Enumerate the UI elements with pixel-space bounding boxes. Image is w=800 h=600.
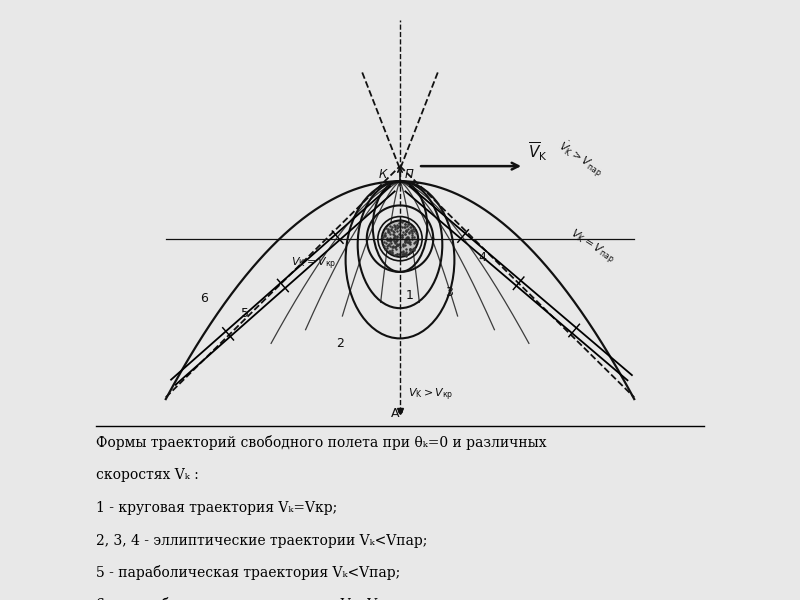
Text: А: А (391, 407, 399, 420)
Text: Формы траекторий свободного полета при θₖ=0 и различных: Формы траекторий свободного полета при θ… (96, 434, 546, 450)
Text: $V_{\mathsf{K}}>V_{\mathsf{кр}}$: $V_{\mathsf{K}}>V_{\mathsf{кр}}$ (407, 387, 453, 403)
Text: $V_{\mathsf{K}}=V_{\mathsf{кр}}$: $V_{\mathsf{K}}=V_{\mathsf{кр}}$ (291, 255, 337, 272)
Text: 3: 3 (446, 286, 454, 299)
Text: П: П (405, 168, 414, 181)
Text: 1: 1 (406, 289, 414, 302)
Text: $\dot{V}_{\mathsf{K}}>V_{\mathsf{пар}}$: $\dot{V}_{\mathsf{K}}>V_{\mathsf{пар}}$ (554, 137, 607, 181)
Text: 5: 5 (242, 307, 250, 320)
Text: К: К (379, 168, 387, 181)
Text: $\overline{V}_{\mathsf{K}}$: $\overline{V}_{\mathsf{K}}$ (529, 141, 548, 163)
Text: 1 - круговая траектория Vₖ=Vкр;: 1 - круговая траектория Vₖ=Vкр; (96, 501, 338, 515)
Text: 6 - гиперболическая траектория Vₖ>Vпар.: 6 - гиперболическая траектория Vₖ>Vпар. (96, 596, 408, 600)
Text: 2: 2 (337, 337, 345, 350)
Circle shape (382, 221, 418, 257)
Text: 5 - параболическая траектория Vₖ<Vпар;: 5 - параболическая траектория Vₖ<Vпар; (96, 565, 400, 580)
Text: скоростях Vₖ :: скоростях Vₖ : (96, 468, 198, 482)
Text: 6: 6 (201, 292, 209, 305)
Text: $V_{\mathsf{K}}=V_{\mathsf{пар}}$: $V_{\mathsf{K}}=V_{\mathsf{пар}}$ (566, 226, 618, 267)
Text: 4: 4 (478, 251, 486, 265)
Text: 2, 3, 4 - эллиптические траектории Vₖ<Vпар;: 2, 3, 4 - эллиптические траектории Vₖ<Vп… (96, 534, 427, 548)
